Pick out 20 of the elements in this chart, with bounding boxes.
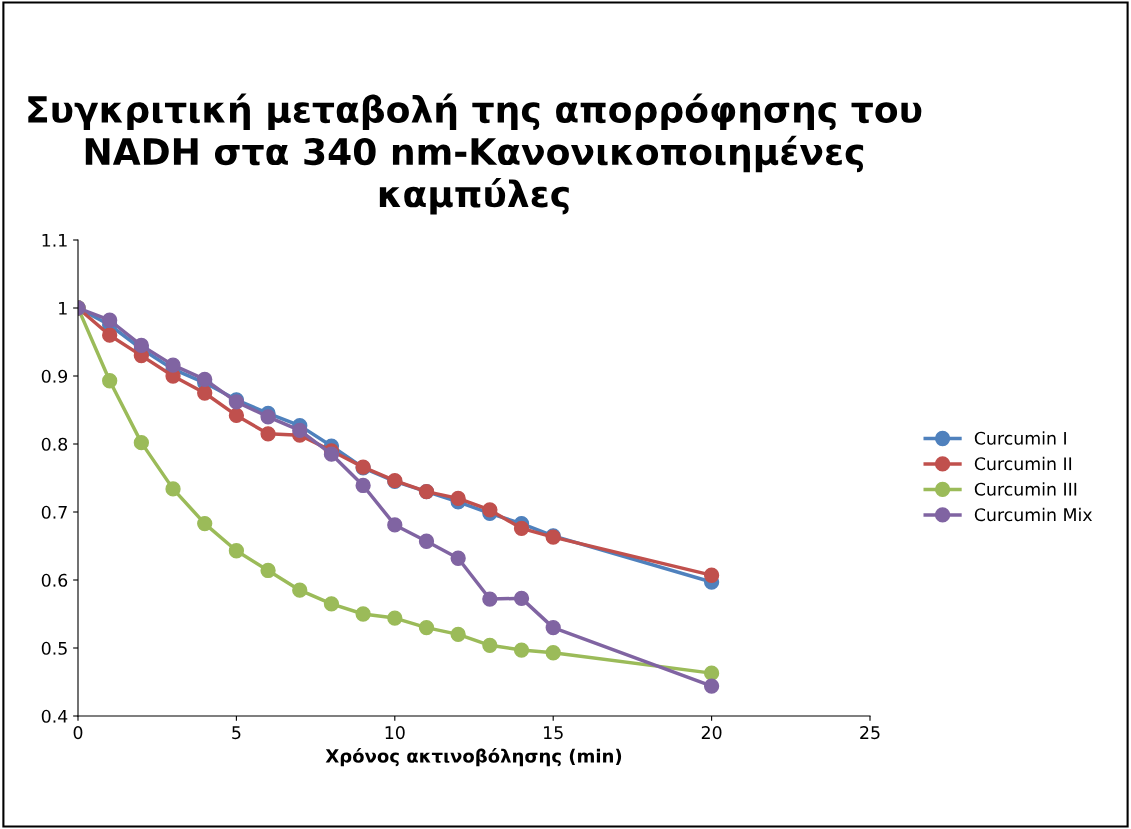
x-tick-label: 20 xyxy=(701,726,722,740)
y-tick-label: 0.6 xyxy=(41,573,68,587)
y-tick-label: 0.5 xyxy=(41,641,67,655)
y-tick-label: 1.1 xyxy=(42,233,67,247)
y-tick-label: 0.9 xyxy=(41,369,68,383)
legend-label: Curcumin Mix xyxy=(974,507,1093,522)
x-tick-label: 15 xyxy=(544,726,563,740)
x-axis-title: Χρόνος ακτινοβόλησης (min) xyxy=(325,748,622,767)
y-tick-label: 0.7 xyxy=(41,505,67,519)
y-tick-label: 1 xyxy=(59,301,67,315)
legend-label: Curcumin II xyxy=(974,456,1072,471)
y-tick-label: 0.8 xyxy=(41,437,68,451)
x-tick-label: 25 xyxy=(860,726,880,740)
x-tick-label: 5 xyxy=(232,726,241,740)
x-tick-label: 10 xyxy=(385,726,405,740)
legend-label: Curcumin III xyxy=(974,482,1077,496)
y-tick-label: 0.4 xyxy=(41,709,68,723)
chart-title: Συγκριτική μεταβολή της απορρόφησης του NADH στα 340 nm-Κανονικοποιημένες καμπύλες xyxy=(28,93,922,215)
legend-label: Curcumin I xyxy=(974,431,1066,445)
x-tick-label: 0 xyxy=(73,726,83,740)
